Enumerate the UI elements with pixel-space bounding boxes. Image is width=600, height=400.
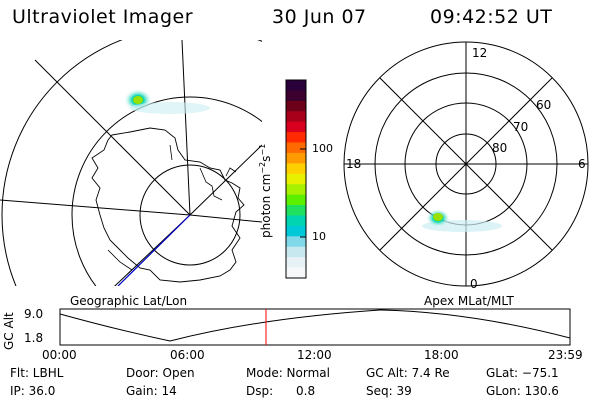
timeline-x-tick-2359: 23:59 (548, 348, 583, 362)
info-glon: GLon: 130.6 (486, 384, 559, 398)
colorbar-swatch (286, 267, 306, 279)
colorbar-swatch (286, 194, 306, 206)
colorbar-swatch (286, 80, 306, 91)
time-label: 09:42:52 UT (430, 6, 553, 28)
colorbar-swatch (286, 132, 306, 144)
aurora-core-right (433, 213, 443, 221)
meridian-3 (0, 199, 191, 216)
info-mode: Mode: Normal (246, 366, 330, 380)
lat-circle-inner (139, 164, 241, 266)
colorbar-swatch (286, 121, 306, 133)
colorbar-swatch (286, 236, 306, 248)
meridian-4 (189, 214, 262, 223)
timeline-y-tick-max: 9.0 (24, 307, 44, 321)
mlat-label-80: 80 (492, 141, 508, 155)
lat-circle-3 (1, 40, 262, 286)
colorbar-swatch (286, 142, 306, 154)
geographic-map-label: Geographic Lat/Lon (70, 294, 188, 308)
apex-map (343, 41, 589, 287)
colorbar-swatch (286, 215, 306, 227)
apex-map-label: Apex MLat/MLT (424, 294, 514, 308)
timeline-y-label: GC Alt (2, 312, 16, 350)
mlt-label-6: 6 (578, 157, 586, 171)
colorbar-swatch (286, 184, 306, 196)
mlt-label-18: 18 (346, 157, 362, 171)
colorbar-label-100: 100 (312, 142, 333, 155)
colorbar-swatch (286, 152, 306, 164)
colorbar-swatch (286, 163, 306, 175)
colorbar-swatch (286, 257, 306, 269)
timeline-x-tick-0600: 06:00 (170, 348, 205, 362)
coastline (91, 127, 245, 283)
aurora-haze-left (130, 102, 210, 114)
colorbar-swatch (286, 205, 306, 216)
colorbar (286, 80, 306, 279)
info-ip: IP: 36.0 (10, 384, 56, 398)
colorbar-swatch (286, 225, 306, 237)
lat-circle-2 (71, 96, 262, 286)
timeline-x-tick-1800: 18:00 (424, 348, 459, 362)
info-gc-alt: GC Alt: 7.4 Re (366, 366, 450, 380)
timeline-y-tick-min: 1.8 (24, 331, 44, 345)
meridian-2 (34, 59, 191, 216)
mlt-label-0: 0 (470, 277, 478, 291)
mlat-label-60: 60 (536, 98, 552, 112)
ground-track (117, 214, 191, 286)
colorbar-swatch (286, 246, 306, 258)
mlt-diag-2 (379, 77, 553, 251)
info-gain: Gain: 14 (126, 384, 177, 398)
aurora-core-left (133, 96, 143, 104)
info-dsp: Dsp: 0.8 (246, 384, 316, 398)
info-seq: Seq: 39 (366, 384, 412, 398)
geographic-map (0, 40, 262, 286)
colorbar-swatch (286, 111, 306, 123)
mlt-label-12: 12 (472, 46, 488, 60)
timeline-plot (59, 308, 571, 346)
colorbar-swatch (286, 90, 306, 102)
instrument-title: Ultraviolet Imager (12, 6, 194, 28)
colorbar-frame (285, 79, 307, 279)
timeline-frame (59, 308, 571, 346)
info-door: Door: Open (126, 366, 195, 380)
colorbar-swatch (286, 100, 306, 112)
coastline-detail (107, 144, 237, 271)
timeline-x-tick-0000: 00:00 (42, 348, 77, 362)
timeline-x-tick-1200: 12:00 (297, 348, 332, 362)
colorbar-label-10: 10 (312, 230, 326, 243)
altitude-curve (59, 309, 571, 342)
mlat-label-70: 70 (513, 120, 529, 134)
colorbar-swatch (286, 173, 306, 185)
info-glat: GLat: −75.1 (486, 366, 559, 380)
meridian-1 (181, 40, 191, 216)
colorbar-unit-label: photon cm−2s−1 (258, 143, 273, 238)
info-filter: Flt: LBHL (10, 366, 64, 380)
date-label: 30 Jun 07 (272, 6, 367, 28)
